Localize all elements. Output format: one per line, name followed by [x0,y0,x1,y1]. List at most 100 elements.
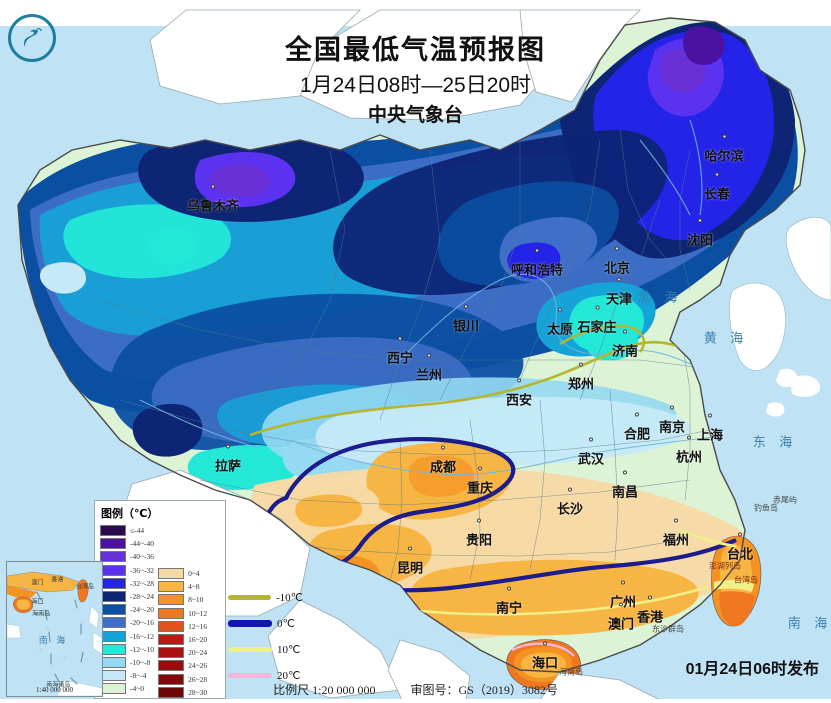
inset-sea-label: 南 海 [38,635,69,646]
city-marker-dot [707,413,712,418]
legend-row-cold: -32~-28 [100,577,154,590]
legend-range-label: -24~-20 [130,605,155,615]
city-marker-dot [506,586,511,591]
legend-range-label: 16~20 [188,635,208,645]
inset-hongkong-label: 香港 [51,577,64,584]
legend-range-label: 20~24 [188,648,208,658]
legend-swatch [158,568,185,580]
inset-haikou-label: 海口 [31,599,44,606]
legend-row-warm: 24~26 [158,659,207,672]
map-approval-number: 审图号：GS（2019）3082号 [410,683,558,697]
legend-row-warm: 8~10 [158,593,207,606]
city-marker-dot [714,172,719,177]
island-label: 东沙群岛 [652,624,684,634]
island-label: 澎湖列岛 [709,561,741,571]
city-marker-dot [397,336,402,341]
legend-row-cold: -10~-8 [100,656,154,669]
city-marker-dot [618,602,623,607]
legend-swatch [158,634,185,646]
legend-swatch [158,673,185,685]
city-label: 武汉 [578,437,604,468]
legend-row-cold: -44~-40 [100,537,154,550]
isotherm-legend: -10℃ 0℃ 10℃ 20℃ [228,584,303,696]
legend-swatch [100,604,126,616]
isotherm-legend-row: 20℃ [228,662,303,688]
legend-cold-column: ≤-44 -44~-40 -40~-36 -36~-32 -32~-28 -28~-24 -… [100,524,154,703]
legend-row-cold: -16~-12 [100,630,154,643]
city-label: 拉萨 [215,444,241,475]
city-label: 太原 [547,307,573,338]
city-marker-dot [578,362,583,367]
isotherm-legend-row: -10℃ [228,584,303,610]
legend-range-label: ≤-44 [130,526,145,536]
legend-row-warm: 10~12 [158,607,207,620]
south-china-sea-inset: 南 海 南海诸岛 澳门 香港 台湾岛 海口 海南岛 1:40 000 000 [6,561,103,697]
legend-row-cold: -20~-16 [100,616,154,629]
inset-hainan-island-label: 海南岛 [32,611,51,618]
legend-range-label: -16~-12 [130,631,155,641]
isotherm-color-bar [228,619,272,627]
city-marker-dot [588,437,593,442]
legend-row-warm: 26~28 [158,673,207,686]
map-scale: 比例尺 1:20 000 000 [273,683,376,697]
city-label: 海口 [532,641,558,672]
legend-row-cold: -24~-20 [100,603,154,616]
sea-label: 东 海 [752,434,798,450]
isotherm-legend-row: 0℃ [228,610,303,636]
city-marker-dot [426,353,431,358]
legend-row-cold: -12~-10 [100,643,154,656]
isotherm-color-bar [228,646,272,652]
city-label: 兰州 [416,353,442,384]
legend-swatch [100,630,126,642]
inset-taiwan-label: 台湾岛 [75,584,94,591]
city-marker-dot [477,466,482,471]
legend-swatch [158,581,185,593]
isotherm-color-bar [228,594,271,600]
legend-swatch [158,620,185,632]
isotherm-value-label: -10℃ [275,591,303,604]
legend-row-warm: 0~4 [158,567,207,580]
city-label: 乌鲁木齐 [187,184,239,215]
legend-range-label: 24~26 [188,661,208,671]
isotherm-legend-row: 10℃ [228,636,303,662]
city-marker-dot [647,595,652,600]
legend-swatch [100,670,126,682]
city-label: 成都 [430,445,456,476]
city-label: 北京 [604,246,630,277]
city-label: 银川 [453,304,479,335]
island-label: 海南岛 [559,667,583,677]
city-label: 长沙 [557,487,583,518]
city-label: 昆明 [397,546,423,577]
cma-dragon-logo [8,14,56,62]
city-label: 济南 [612,329,638,360]
city-marker-dot [476,518,481,523]
legend-range-label: -32~-28 [130,578,155,588]
legend-swatch [100,643,126,655]
legend-range-label: -4~0 [130,684,145,694]
legend-swatch [100,577,126,589]
legend-swatch [100,591,126,603]
city-marker-dot [440,445,445,450]
legend-swatch [158,686,185,698]
release-time: 01月24日06时发布 [685,661,819,678]
isotherm-value-label: 0℃ [277,617,295,630]
legend-swatch [100,551,126,563]
bottom-rule [0,699,831,703]
city-label: 贵阳 [466,518,492,549]
city-marker-dot [620,580,625,585]
legend-range-label: -8~-4 [130,671,147,681]
legend-swatch [158,647,185,659]
sea-label: 渤 海 [637,289,683,305]
isotherm-value-label: 10℃ [277,643,301,656]
legend-warm-column: 0~4 4~8 8~10 10~12 12~16 16~20 20~24 24~26 26~28… [158,524,207,703]
city-label: 台北 [727,532,753,563]
city-marker-dot [622,329,627,334]
city-marker-dot [622,470,627,475]
city-label: 福州 [663,518,689,549]
inset-islands-label: 南海诸岛 [46,682,71,689]
city-label: 郑州 [568,362,594,393]
city-marker-dot [673,518,678,523]
legend-range-label: 4~8 [188,582,200,592]
legend-row-warm: 16~20 [158,633,207,646]
